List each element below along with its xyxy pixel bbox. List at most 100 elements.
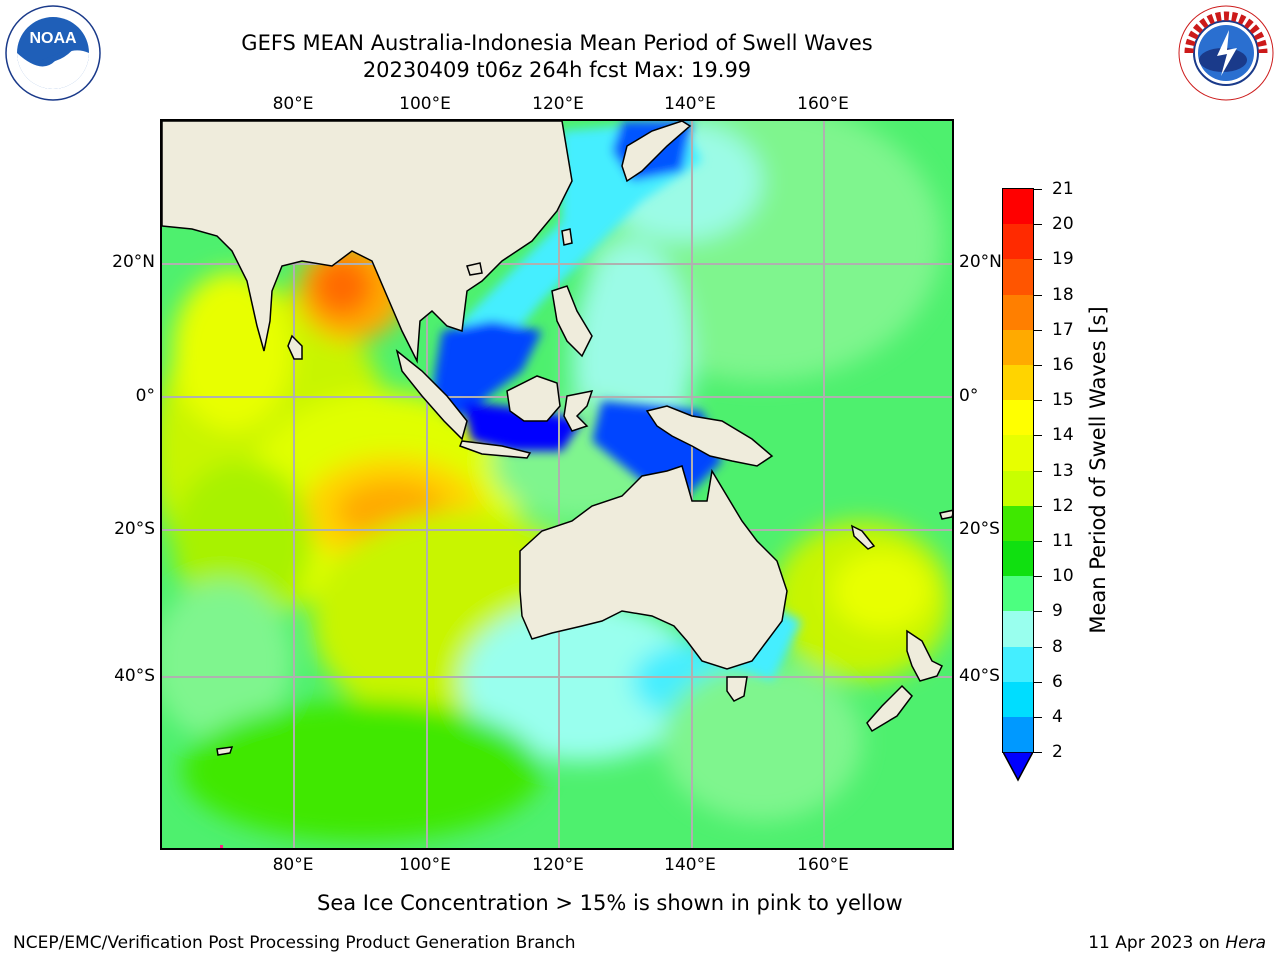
sea-ice-patch bbox=[220, 845, 223, 848]
lon-label-bottom: 80°E bbox=[272, 855, 314, 875]
colorbar-tick-label: 21 bbox=[1052, 179, 1074, 199]
land-nz-south bbox=[866, 684, 913, 733]
lon-label-bottom: 160°E bbox=[797, 855, 849, 875]
land-philippines bbox=[551, 285, 593, 358]
land-kerguelen bbox=[216, 746, 234, 756]
colorbar-tick-mark bbox=[1033, 646, 1042, 648]
noaa-text: NOAA bbox=[29, 30, 77, 47]
colorbar-tick-label: 9 bbox=[1052, 601, 1063, 622]
colorbar-tick-mark bbox=[1033, 435, 1042, 437]
colorbar-tick-label: 8 bbox=[1052, 636, 1063, 657]
nws-logo bbox=[1177, 4, 1275, 102]
land-tasmania bbox=[726, 676, 748, 702]
lat-label-left: 20°S bbox=[114, 519, 155, 539]
colorbar-tick-mark bbox=[1033, 611, 1042, 613]
land-asia bbox=[162, 121, 573, 364]
land-nz-north bbox=[906, 629, 944, 682]
lat-label-right: 0° bbox=[959, 386, 979, 406]
colorbar-tick-mark bbox=[1033, 329, 1042, 331]
colorbar-tick-label: 13 bbox=[1052, 460, 1074, 481]
land-sulawesi bbox=[563, 390, 594, 432]
colorbar-segment bbox=[1003, 329, 1033, 366]
lat-label-left: 0° bbox=[135, 386, 155, 406]
land-sumatra bbox=[395, 349, 468, 441]
lon-label-top: 100°E bbox=[399, 94, 451, 114]
lat-label-right: 20°S bbox=[959, 519, 1000, 539]
footer-date-text: 11 Apr 2023 on bbox=[1088, 933, 1226, 953]
colorbar-tick-mark bbox=[1033, 400, 1042, 402]
colorbar-tick-mark bbox=[1033, 189, 1042, 190]
colorbar-segment bbox=[1003, 294, 1033, 331]
colorbar-tick-mark bbox=[1033, 224, 1042, 226]
noaa-logo: NOAA bbox=[5, 5, 101, 101]
colorbar-segment bbox=[1003, 400, 1033, 436]
land-java bbox=[459, 440, 532, 459]
colorbar-tick-mark bbox=[1033, 470, 1042, 472]
land-borneo bbox=[506, 375, 561, 422]
colorbar-segment bbox=[1003, 611, 1033, 648]
lon-label-top: 80°E bbox=[272, 94, 314, 114]
lon-label-top: 140°E bbox=[664, 94, 716, 114]
map-title: GEFS MEAN Australia-Indonesia Mean Perio… bbox=[241, 31, 873, 55]
lat-label-left: 20°N bbox=[112, 252, 155, 272]
lat-label-right: 20°N bbox=[959, 252, 1002, 272]
colorbar-tick-label: 10 bbox=[1052, 566, 1074, 587]
land-taiwan bbox=[561, 228, 573, 246]
lat-label-right: 40°S bbox=[959, 666, 1000, 686]
colorbar-segment bbox=[1003, 189, 1033, 225]
footer-branch: NCEP/EMC/Verification Post Processing Pr… bbox=[13, 933, 576, 953]
colorbar-extend-arrow bbox=[1003, 752, 1033, 782]
colorbar-tick-label: 20 bbox=[1052, 214, 1074, 235]
colorbar-segment bbox=[1003, 224, 1033, 260]
colorbar-tick-label: 19 bbox=[1052, 249, 1074, 270]
land-hainan bbox=[466, 262, 483, 276]
colorbar-segment bbox=[1003, 435, 1033, 472]
colorbar-segment bbox=[1003, 681, 1033, 718]
map-subtitle: 20230409 t06z 264h fcst Max: 19.99 bbox=[362, 58, 752, 82]
colorbar-tick-label: 6 bbox=[1052, 671, 1063, 692]
colorbar-tick-label: 17 bbox=[1052, 319, 1074, 340]
land-fiji bbox=[939, 509, 952, 520]
land-australia bbox=[519, 465, 788, 670]
colorbar-tick-mark bbox=[1033, 576, 1042, 578]
colorbar-tick-label: 18 bbox=[1052, 284, 1074, 305]
lon-label-bottom: 140°E bbox=[664, 855, 716, 875]
land-new-caledonia bbox=[850, 524, 876, 550]
lon-label-bottom: 100°E bbox=[399, 855, 451, 875]
land bbox=[162, 121, 952, 756]
colorbar-tick-mark bbox=[1033, 365, 1042, 366]
land-new-guinea bbox=[645, 405, 774, 467]
colorbar-tick-mark bbox=[1033, 717, 1042, 718]
colorbar-tick-label: 12 bbox=[1052, 495, 1074, 516]
colorbar-segment bbox=[1003, 541, 1033, 577]
colorbar-tick-mark bbox=[1033, 294, 1042, 296]
colorbar-segment bbox=[1003, 576, 1033, 612]
colorbar-tick-label: 11 bbox=[1052, 531, 1074, 551]
colorbar-segment bbox=[1003, 470, 1033, 507]
sea-ice-note: Sea Ice Concentration > 15% is shown in … bbox=[317, 891, 903, 915]
swell-period-map bbox=[162, 121, 952, 848]
map-panel bbox=[160, 119, 954, 850]
colorbar-segment bbox=[1003, 505, 1033, 542]
colorbar-tick-label: 15 bbox=[1052, 390, 1074, 411]
colorbar bbox=[1002, 188, 1034, 782]
colorbar-tick-label: 14 bbox=[1052, 425, 1074, 446]
footer-date: 11 Apr 2023 on Hera bbox=[1088, 933, 1266, 953]
lon-label-top: 120°E bbox=[532, 94, 584, 114]
colorbar-tick-mark bbox=[1033, 752, 1042, 754]
colorbar-tick-mark bbox=[1033, 681, 1042, 683]
colorbar-tick-mark bbox=[1033, 259, 1042, 261]
land-japan bbox=[621, 121, 692, 183]
colorbar-tick-mark bbox=[1033, 541, 1042, 542]
lon-label-bottom: 120°E bbox=[532, 855, 584, 875]
colorbar-segment bbox=[1003, 646, 1033, 683]
colorbar-title: Mean Period of Swell Waves [s] bbox=[1086, 306, 1110, 634]
colorbar-tick-label: 16 bbox=[1052, 355, 1074, 375]
lon-label-top: 160°E bbox=[797, 94, 849, 114]
colorbar-segment bbox=[1003, 717, 1033, 753]
colorbar-segment bbox=[1003, 259, 1033, 296]
colorbar-tick-mark bbox=[1033, 505, 1042, 507]
colorbar-segment bbox=[1003, 365, 1033, 401]
footer-machine: Hera bbox=[1225, 933, 1266, 953]
colorbar-tick-label: 4 bbox=[1052, 707, 1063, 727]
